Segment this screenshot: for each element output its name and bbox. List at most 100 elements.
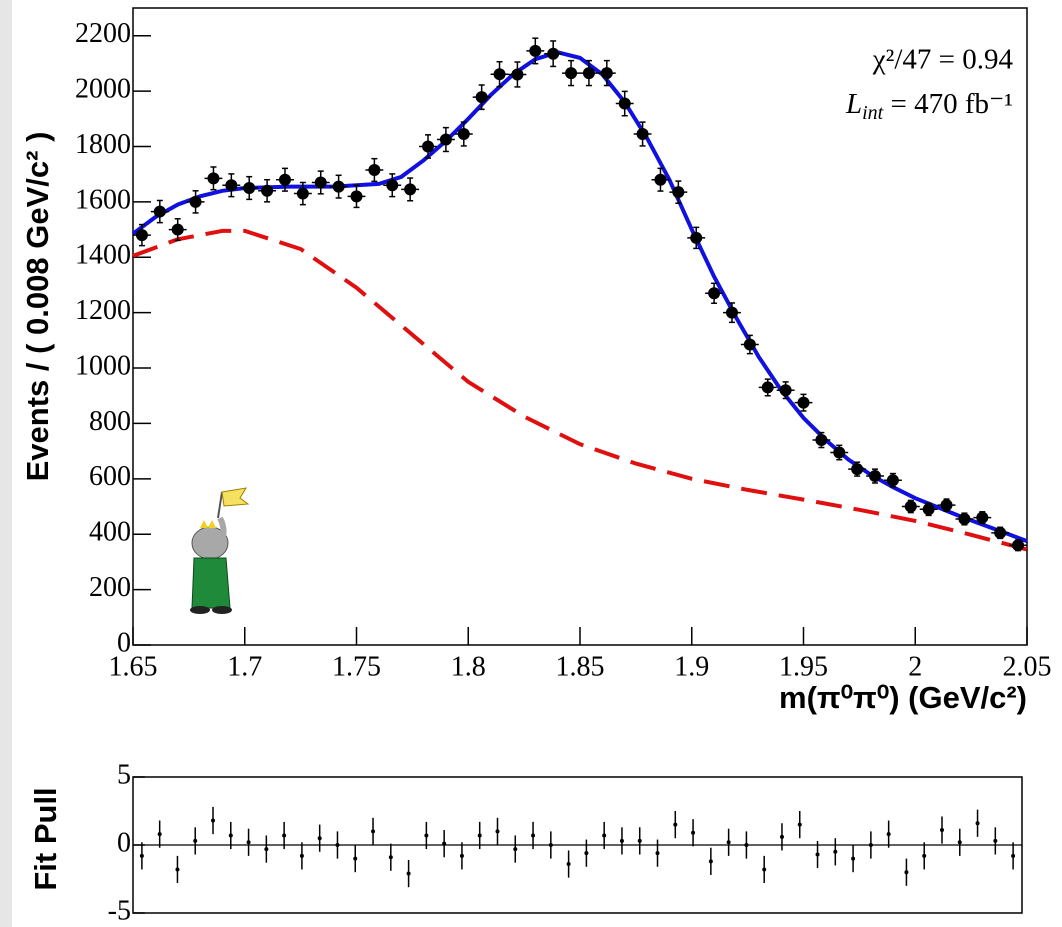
data-point (815, 852, 820, 857)
y-tick-label: 1400 (75, 240, 131, 271)
data-point (264, 847, 269, 852)
data-point (547, 47, 560, 60)
data-point (602, 833, 607, 838)
x-tick-label: 2 (908, 651, 922, 682)
data-point (211, 818, 216, 823)
data-point (869, 470, 882, 483)
data-point (424, 833, 429, 838)
y-tick-label: 1800 (75, 129, 131, 160)
y-axis-label: Events / ( 0.008 GeV/c² ) (20, 132, 55, 482)
data-point (851, 856, 856, 861)
lum-symbol: L (845, 88, 862, 120)
data-point (886, 832, 891, 837)
data-point (815, 434, 828, 447)
y-tick-label: 0 (117, 627, 131, 658)
data-point (600, 67, 613, 80)
data-point (868, 843, 873, 847)
data-point (637, 838, 642, 843)
data-point (207, 172, 220, 185)
y-tick-label: 1200 (75, 295, 131, 326)
y-tick-label: 400 (89, 517, 131, 548)
annotation: χ²/47 = 0.94 (872, 44, 1014, 76)
data-point (495, 829, 500, 834)
data-point (278, 173, 291, 186)
data-point (922, 853, 927, 858)
data-point (422, 140, 435, 153)
data-point (922, 503, 935, 516)
data-point (353, 856, 358, 861)
data-point (189, 195, 202, 208)
data-point (851, 463, 864, 476)
data-point (584, 851, 589, 856)
data-point (317, 836, 322, 841)
data-point (833, 446, 846, 459)
data-point (672, 186, 685, 199)
data-point (243, 182, 256, 195)
data-point (335, 843, 340, 847)
data-point (779, 834, 784, 839)
data-point (976, 511, 989, 524)
x-tick-label: 1.65 (109, 651, 158, 682)
data-point (493, 68, 506, 81)
y-tick-label: 0 (117, 827, 131, 858)
data-point (139, 853, 144, 858)
luminosity: Lint = 470 fb⁻¹ (845, 88, 1013, 124)
data-point (797, 822, 802, 827)
data-point (654, 173, 667, 186)
data-point (618, 97, 631, 110)
data-point (193, 838, 198, 843)
data-point (958, 512, 971, 525)
data-point (993, 838, 998, 843)
y-tick-label: 600 (89, 461, 131, 492)
y-tick-label: 2200 (75, 18, 131, 49)
y-tick-label: 2000 (75, 74, 131, 105)
data-point (388, 855, 393, 860)
data-point (529, 44, 542, 57)
data-point (282, 833, 287, 838)
data-point (246, 840, 251, 845)
data-point (459, 853, 464, 858)
y-tick-label: 1000 (75, 350, 131, 381)
data-point (939, 828, 944, 833)
data-point (655, 851, 660, 856)
data-point (636, 128, 649, 141)
y-tick-label: 200 (89, 572, 131, 603)
data-point (296, 187, 309, 200)
data-point (708, 859, 713, 864)
data-point (743, 338, 756, 351)
data-point (994, 526, 1007, 539)
data-point (477, 833, 482, 838)
lum-rest: = 470 fb⁻¹ (883, 88, 1013, 120)
x-tick-label: 1.75 (332, 651, 381, 682)
x-axis-label: m(π⁰π⁰) (GeV/c²) (779, 680, 1027, 715)
x-tick-label: 1.85 (556, 651, 605, 682)
data-point (726, 840, 731, 845)
data-point (171, 223, 184, 236)
x-tick-label: 1.8 (451, 651, 486, 682)
y-tick-label: 800 (89, 406, 131, 437)
total-fit (131, 50, 1028, 543)
data-point (439, 133, 452, 146)
data-point (457, 128, 470, 141)
data-point (582, 67, 595, 80)
data-point (368, 164, 381, 177)
data-point (566, 862, 571, 867)
data-point (314, 176, 327, 189)
data-point (406, 871, 411, 876)
data-point (761, 381, 774, 394)
data-point (619, 838, 624, 843)
data-point (386, 179, 399, 192)
data-point (744, 843, 749, 847)
y-tick-label: 5 (117, 759, 131, 790)
data-point (904, 500, 917, 513)
data-point (228, 833, 233, 838)
data-point (511, 68, 524, 81)
edge-strip (0, 0, 12, 927)
data-point (762, 867, 767, 872)
data-point (175, 867, 180, 872)
data-point (513, 847, 518, 852)
data-point (975, 821, 980, 826)
data-point (531, 833, 536, 838)
data-point (1011, 853, 1016, 858)
